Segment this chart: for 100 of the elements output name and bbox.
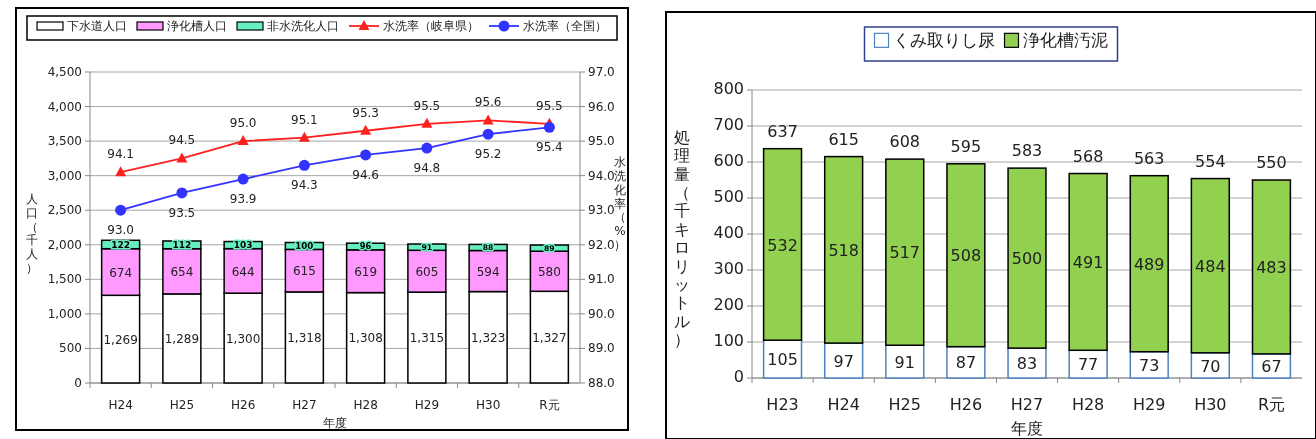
data-label: 484	[1195, 256, 1226, 276]
point	[360, 124, 372, 135]
bar	[823, 155, 864, 344]
bar	[1068, 349, 1108, 379]
x-tick-label: H28	[353, 398, 378, 412]
data-label: 1,300	[225, 331, 261, 346]
data-label: 103	[233, 240, 253, 251]
y2-tick-label: 88.0	[588, 376, 615, 390]
data-label: 518	[828, 240, 859, 260]
data-label: 70	[1200, 356, 1221, 376]
x-tick-label: R元	[539, 398, 560, 412]
point	[421, 142, 433, 154]
total-label: 554	[1195, 151, 1226, 171]
x-tick-label: H28	[1071, 395, 1105, 414]
data-label: 94.5	[168, 133, 196, 148]
bar	[885, 158, 925, 346]
data-label: 93.9	[229, 192, 257, 207]
legend-label: 浄化槽人口	[167, 19, 227, 33]
y-tick-label: 0	[74, 376, 82, 390]
y2-tick-label: 96.0	[588, 99, 615, 114]
y-tick-label: 300	[713, 259, 744, 278]
x-axis-title: 年度	[1011, 419, 1043, 438]
data-label: 619	[354, 264, 378, 279]
data-label: 1,318	[287, 331, 322, 346]
x-tick-label: H27	[292, 398, 317, 412]
data-label: 1,315	[409, 331, 445, 346]
y2-tick-label: 92.0	[588, 237, 615, 252]
data-label: 95.5	[413, 98, 441, 113]
x-tick-label: R元	[1257, 395, 1286, 414]
x-tick-label: H30	[475, 398, 501, 412]
bar	[946, 163, 986, 348]
data-label: 105	[767, 350, 798, 370]
x-tick-label: H27	[1010, 395, 1044, 414]
bar	[1068, 172, 1108, 352]
data-label: 489	[1133, 254, 1165, 274]
data-label: 73	[1139, 356, 1160, 376]
x-tick-label: H30	[1194, 395, 1227, 414]
y-tick-label: 0	[733, 367, 744, 386]
total-label: 637	[767, 121, 798, 141]
data-label: 580	[537, 264, 561, 279]
data-label: 95.5	[536, 98, 563, 113]
data-label: 77	[1077, 355, 1099, 375]
y-tick-label: 2,000	[47, 237, 82, 252]
point	[482, 128, 494, 140]
point	[176, 187, 188, 199]
legend-label: くみ取りし尿	[892, 30, 995, 50]
point	[543, 121, 555, 133]
legend-label: 非水洗化人口	[267, 19, 339, 33]
total-label: 583	[1011, 141, 1043, 161]
bar	[762, 147, 803, 341]
x-tick-label: H26	[230, 398, 256, 412]
data-label: 95.2	[474, 147, 502, 162]
data-label: 95.0	[229, 116, 257, 131]
point	[298, 131, 310, 142]
bar	[1129, 174, 1169, 353]
y-tick-label: 4,500	[47, 65, 82, 79]
point	[298, 159, 310, 171]
point	[176, 152, 188, 163]
data-label: 644	[231, 264, 255, 279]
data-label: 1,323	[470, 330, 506, 345]
point	[115, 204, 127, 216]
data-label: 94.1	[107, 147, 134, 162]
point	[115, 166, 127, 177]
y2-tick-label: 89.0	[588, 341, 615, 356]
x-tick-label: H26	[949, 395, 983, 414]
x-tick-label: H25	[888, 395, 921, 414]
y2-axis-title: 水洗化率（%）	[614, 155, 626, 252]
data-label: 95.3	[352, 105, 379, 120]
y-tick-label: 400	[713, 223, 744, 242]
bar	[946, 345, 986, 379]
data-label: 1,269	[103, 332, 138, 347]
data-label: 97	[833, 351, 854, 371]
data-label: 605	[415, 264, 439, 279]
data-label: 508	[950, 246, 982, 266]
y-tick-label: 700	[713, 115, 744, 134]
legend-label: 下水道人口	[67, 19, 127, 33]
x-tick-label: H29	[1133, 395, 1166, 414]
total-label: 563	[1133, 148, 1165, 168]
y-tick-label: 1,500	[47, 272, 82, 287]
x-tick-label: H23	[766, 395, 799, 414]
y-axis-title: 人口（千人）	[26, 192, 38, 275]
point	[237, 135, 249, 146]
y-tick-label: 500	[713, 187, 744, 206]
data-label: 91	[894, 352, 915, 372]
y2-tick-label: 97.0	[588, 65, 615, 79]
data-label: 95.1	[291, 112, 318, 127]
y-tick-label: 200	[713, 295, 744, 314]
data-label: 532	[767, 235, 798, 255]
data-label: 112	[172, 240, 192, 251]
data-label: 674	[109, 265, 133, 280]
bar	[1251, 179, 1292, 355]
data-label: 594	[476, 264, 500, 279]
data-label: 94.3	[291, 178, 318, 193]
data-label: 83	[1016, 354, 1038, 374]
total-label: 550	[1256, 153, 1287, 172]
data-label: 94.6	[352, 167, 379, 182]
data-label: 1,289	[164, 332, 200, 347]
total-label: 615	[828, 129, 859, 149]
data-label: 1,327	[532, 330, 567, 345]
data-label: 122	[111, 239, 131, 250]
